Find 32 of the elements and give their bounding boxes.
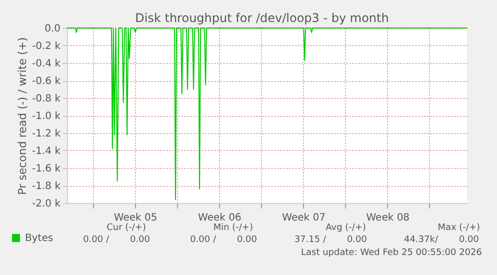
text: 37.15 /: [294, 235, 327, 245]
y-tick-label: -1.0 k: [32, 111, 61, 122]
line-series: [66, 28, 468, 200]
text: 0.00 /: [190, 235, 217, 245]
x-tick-label: Week 08: [366, 212, 410, 224]
x-tick-label: Week 06: [198, 212, 242, 224]
chart-title: Disk throughput for /dev/loop3 - by month: [135, 11, 389, 25]
text: 0.00: [236, 235, 258, 245]
text: Min (-/+): [213, 223, 253, 233]
text: 0.00: [130, 235, 150, 245]
y-tick-label: -1.2 k: [32, 128, 61, 140]
x-tick-label: Week 05: [114, 212, 158, 224]
y-tick-label: 0.0: [44, 24, 60, 34]
text: 0.00 /: [83, 235, 110, 245]
x-tick-label: Week 07: [282, 212, 326, 224]
text: Cur (-/+): [106, 223, 146, 233]
text: 0.00: [346, 235, 368, 245]
y-axis-title: Pr second read (-) / write (+): [16, 37, 30, 195]
text: 44.37k/: [404, 235, 439, 245]
y-tick-label: -1.4 k: [32, 146, 61, 157]
y-tick-label: -0.6 k: [32, 76, 61, 87]
legend-label: Bytes: [25, 233, 54, 244]
text: Last update: Wed Feb 25 00:55:00 2026: [301, 248, 482, 258]
y-tick-label: -1.6 k: [32, 164, 61, 174]
text: Avg (-/+): [326, 223, 366, 233]
y-tick-label: -0.2 k: [32, 41, 61, 52]
y-tick-label: -0.8 k: [32, 94, 61, 104]
y-tick-label: -0.4 k: [32, 58, 61, 70]
text: 0.00: [458, 235, 480, 245]
y-tick-label: -2.0 k: [32, 198, 61, 210]
y-tick-label: -1.8 k: [32, 181, 61, 192]
text: Max (-/+): [438, 223, 480, 233]
